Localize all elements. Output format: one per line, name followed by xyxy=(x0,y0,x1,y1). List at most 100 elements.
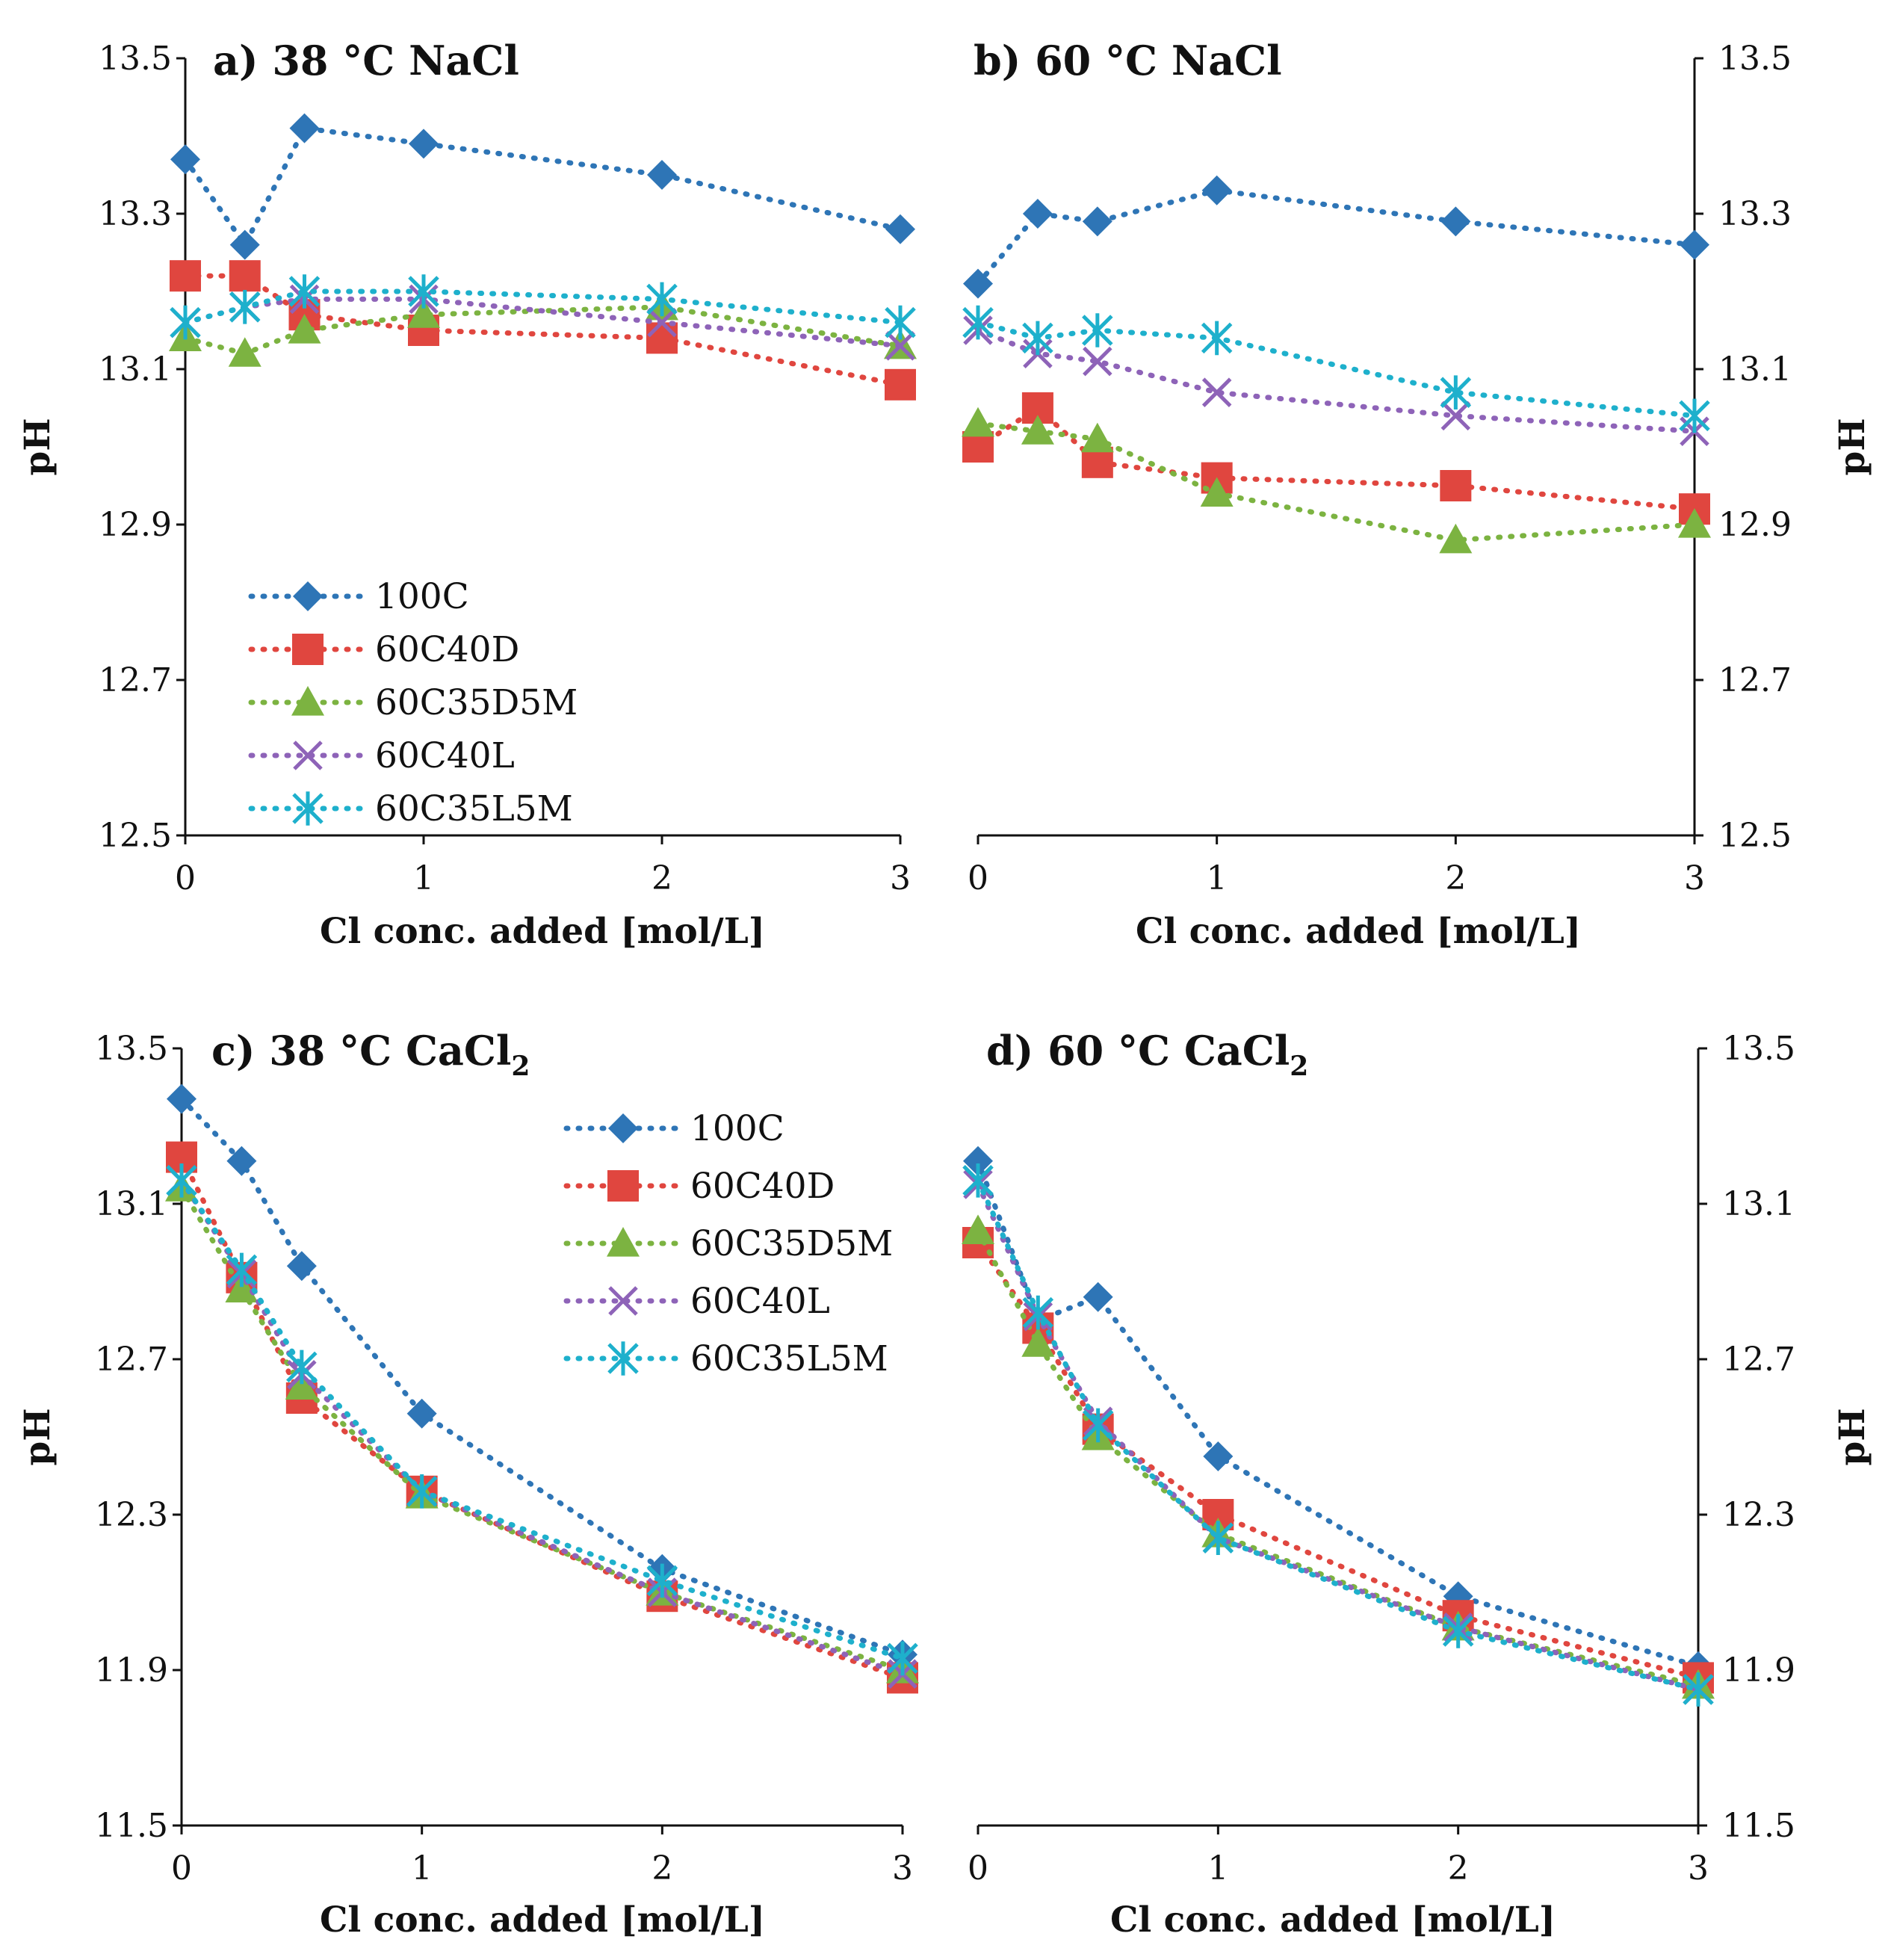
data-point-60C35L5M xyxy=(885,305,916,340)
data-point-100C xyxy=(1680,229,1709,260)
data-point-60C35D5M xyxy=(1678,508,1711,538)
legend-marker-60C35D5M xyxy=(607,1227,640,1257)
y-tick-label: 12.7 xyxy=(1718,661,1792,699)
legend-marker-60C40D xyxy=(607,1170,639,1202)
y-axis-label: pH xyxy=(1832,1408,1873,1465)
data-point-60C35L5M xyxy=(1201,321,1233,356)
panel-title: c) 38 °C CaCl2 xyxy=(211,1027,530,1082)
data-point-60C35D5M xyxy=(1021,415,1054,445)
data-point-60C35L5M xyxy=(962,1163,994,1198)
data-point-60C40D xyxy=(229,260,261,292)
data-point-100C xyxy=(289,113,320,143)
x-axis-label: Cl conc. added [mol/L] xyxy=(1136,911,1581,952)
y-tick-label: 13.1 xyxy=(1722,1185,1795,1223)
series-line-100C xyxy=(182,125,903,250)
x-tick-label: 3 xyxy=(890,859,911,897)
legend-marker-60C35D5M xyxy=(291,686,324,716)
data-point-60C35L5M xyxy=(229,290,261,324)
y-tick-label: 12.3 xyxy=(1722,1496,1795,1534)
legend-label: 60C35D5M xyxy=(375,682,578,723)
data-point-100C xyxy=(229,229,260,260)
y-tick-label: 13.1 xyxy=(99,350,172,389)
data-point-60C35D5M xyxy=(407,298,440,328)
chart-panel-d: d) 60 °C CaCl2 Cl conc. added [mol/L] pH… xyxy=(962,1027,1873,1941)
x-axis-label: Cl conc. added [mol/L] xyxy=(320,911,765,952)
data-point-100C xyxy=(963,268,993,299)
data-point-60C35L5M xyxy=(1022,321,1053,356)
series-line-60C40D xyxy=(179,1154,906,1681)
x-tick-label: 1 xyxy=(1207,1849,1228,1888)
x-tick-label: 2 xyxy=(1448,1849,1469,1888)
data-point-60C35L5M xyxy=(887,1641,918,1676)
legend-label: 60C35D5M xyxy=(690,1223,893,1264)
chart-panel-b: b) 60 °C NaCl Cl conc. added [mol/L] pH … xyxy=(962,37,1873,952)
data-point-60C35D5M xyxy=(285,1370,318,1400)
y-tick-label: 11.5 xyxy=(95,1807,168,1845)
data-point-100C xyxy=(409,129,439,159)
y-tick-label: 12.7 xyxy=(95,1341,168,1379)
y-tick-label: 13.5 xyxy=(1722,1030,1795,1068)
data-point-60C35L5M xyxy=(1683,1672,1714,1707)
y-tick-label: 13.1 xyxy=(1718,350,1792,389)
x-tick-label: 2 xyxy=(652,859,672,897)
data-point-60C35L5M xyxy=(1022,1295,1054,1330)
panel-title-main: c) 38 °C CaCl xyxy=(211,1027,511,1075)
x-tick-label: 2 xyxy=(1445,859,1466,897)
data-point-100C xyxy=(885,214,915,244)
y-tick-label: 13.5 xyxy=(95,1030,168,1068)
data-point-60C35L5M xyxy=(406,1474,438,1509)
legend-marker-60C35L5M xyxy=(292,791,324,826)
x-tick-label: 1 xyxy=(413,859,434,897)
y-tick-label: 13.3 xyxy=(1718,195,1792,233)
data-point-60C40L xyxy=(885,331,915,361)
data-point-60C35L5M xyxy=(646,282,678,317)
y-tick-label: 13.3 xyxy=(99,195,172,233)
y-axis-label: pH xyxy=(17,1408,58,1465)
data-point-60C35D5M xyxy=(1439,523,1473,554)
data-point-60C40D xyxy=(885,368,916,401)
x-tick-label: 3 xyxy=(1688,1849,1709,1888)
x-tick-label: 3 xyxy=(892,1849,913,1888)
y-axis-label: pH xyxy=(1832,418,1873,475)
data-point-60C35D5M xyxy=(1080,422,1114,453)
data-point-60C40D xyxy=(170,260,201,292)
data-point-60C35L5M xyxy=(1440,375,1472,409)
legend-label: 100C xyxy=(690,1108,784,1149)
data-point-60C35D5M xyxy=(962,406,994,437)
series-line-60C35D5M xyxy=(182,304,903,356)
data-point-60C35D5M xyxy=(225,1273,259,1302)
x-tick-label: 0 xyxy=(171,1849,192,1888)
data-point-60C35L5M xyxy=(1202,1521,1234,1555)
data-point-60C40L xyxy=(647,307,677,338)
x-tick-label: 3 xyxy=(1684,859,1705,897)
y-tick-label: 12.5 xyxy=(99,817,172,855)
data-point-60C35L5M xyxy=(226,1252,258,1287)
data-point-60C35L5M xyxy=(1679,398,1710,433)
data-point-60C40L xyxy=(1201,377,1232,407)
data-point-60C35D5M xyxy=(962,1214,994,1244)
series-line-60C35L5M xyxy=(182,288,903,326)
legend-label: 60C35L5M xyxy=(690,1338,888,1379)
data-point-60C35L5M xyxy=(1442,1614,1474,1648)
data-point-100C xyxy=(1201,175,1232,205)
series-line-100C xyxy=(975,188,1697,287)
data-point-100C xyxy=(170,144,200,175)
legend-marker-60C40D xyxy=(292,634,324,665)
data-point-100C xyxy=(647,160,677,190)
series-line-100C xyxy=(179,1096,906,1657)
data-point-60C35D5M xyxy=(288,314,321,344)
x-tick-label: 1 xyxy=(412,1849,433,1888)
series-line-60C40L xyxy=(975,1181,1701,1692)
chart-panel-a: a) 38 °C NaCl Cl conc. added [mol/L] pH … xyxy=(17,37,917,952)
panel-title: b) 60 °C NaCl xyxy=(974,37,1282,84)
x-tick-label: 0 xyxy=(175,859,196,897)
y-tick-label: 11.5 xyxy=(1722,1807,1795,1845)
data-point-60C35L5M xyxy=(170,305,201,340)
data-point-60C35D5M xyxy=(228,337,261,367)
data-point-60C35L5M xyxy=(646,1563,678,1598)
data-point-60C35D5M xyxy=(1200,477,1234,507)
data-point-60C40L xyxy=(1083,346,1112,377)
series-line-60C35L5M xyxy=(975,1178,1701,1692)
x-tick-label: 1 xyxy=(1207,859,1228,897)
